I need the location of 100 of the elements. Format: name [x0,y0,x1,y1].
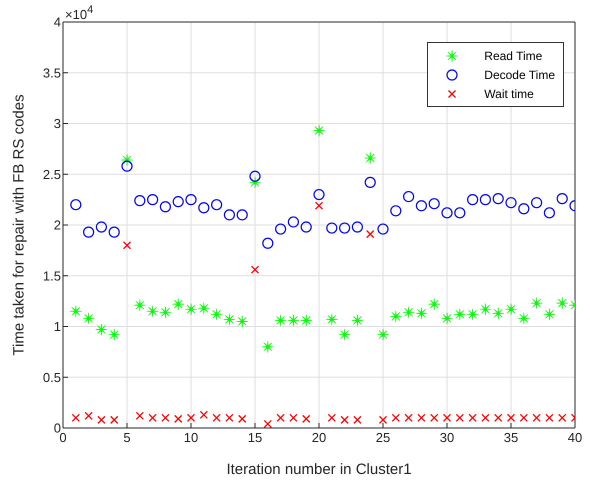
y-tick-label: 2.5 [42,166,61,182]
point [353,416,362,424]
x-tick-label: 15 [248,430,262,445]
point [82,312,94,324]
point [545,414,554,422]
point [505,197,517,208]
point [492,193,504,204]
point [198,302,210,314]
point [378,416,388,424]
point [96,324,108,336]
point [392,414,400,422]
point [518,203,530,214]
point [84,412,93,420]
point [146,305,158,318]
point [390,310,402,322]
point [122,241,132,250]
point [402,306,414,318]
point [224,314,236,326]
point [313,124,325,136]
y-tick-label: 0 [54,420,61,436]
y-tick-label: 2 [54,218,61,232]
point [428,198,440,210]
legend-label: Read Time [484,48,542,62]
y-tick-label: 3.5 [42,65,61,80]
point [520,414,528,422]
point [174,414,182,424]
point [250,266,260,274]
point [172,298,184,310]
point [200,410,208,419]
point [70,305,82,318]
x-axis-title: Iteration number in Cluster1 [226,461,412,478]
point [556,193,568,204]
point [262,341,274,353]
x-tick-label: 5 [123,430,131,445]
x-tick-label: 20 [312,430,326,445]
point [352,221,363,233]
point [430,414,438,422]
point [531,197,542,208]
point [416,200,427,212]
point [530,297,542,309]
point [236,209,248,220]
point [274,314,286,326]
point [377,328,389,340]
y-axis-title: Time taken for repair with FB RS codes [10,94,28,356]
point [468,414,477,422]
point [390,205,402,216]
x-tick-label: 35 [504,430,518,445]
point [275,223,286,235]
point [108,328,120,340]
point [72,414,80,422]
y-tick-label: 4 [54,14,61,30]
point [185,194,197,206]
point [136,412,144,420]
point [326,222,338,234]
point [494,414,502,422]
point [276,414,285,422]
point [147,194,158,206]
point [544,308,556,320]
point [454,207,466,218]
point [161,414,170,422]
point [441,312,453,324]
point [467,194,478,206]
point [364,152,376,164]
y-tick-label: 1 [54,319,61,334]
point [532,414,541,422]
point [249,170,261,182]
point [70,199,82,210]
x-tick-label: 10 [184,430,198,445]
point [454,308,466,320]
point [96,221,107,233]
point [211,199,222,210]
point [442,414,452,422]
axis-multiplier: ×10$^{4}$ [63,2,123,24]
point [108,226,120,238]
point [556,297,568,309]
point [352,314,364,326]
point [198,202,210,214]
point [558,414,566,422]
point [441,207,453,218]
point [314,202,324,210]
point [416,308,428,320]
point [288,314,300,326]
point [456,414,464,422]
point [262,238,274,249]
point [404,414,413,422]
point [506,414,516,422]
point [134,195,146,206]
y-tick-label: 3 [54,116,61,131]
x-tick-label: 40 [568,430,582,445]
point [121,160,133,172]
point [328,414,336,422]
point [480,303,492,316]
legend-label: Wait time [484,86,534,100]
x-tick-label: 25 [376,430,390,445]
point [326,314,338,326]
point [134,299,146,311]
point [480,194,491,206]
y-tick-label: 0.5 [42,370,61,385]
point [225,414,234,422]
point [148,414,157,422]
